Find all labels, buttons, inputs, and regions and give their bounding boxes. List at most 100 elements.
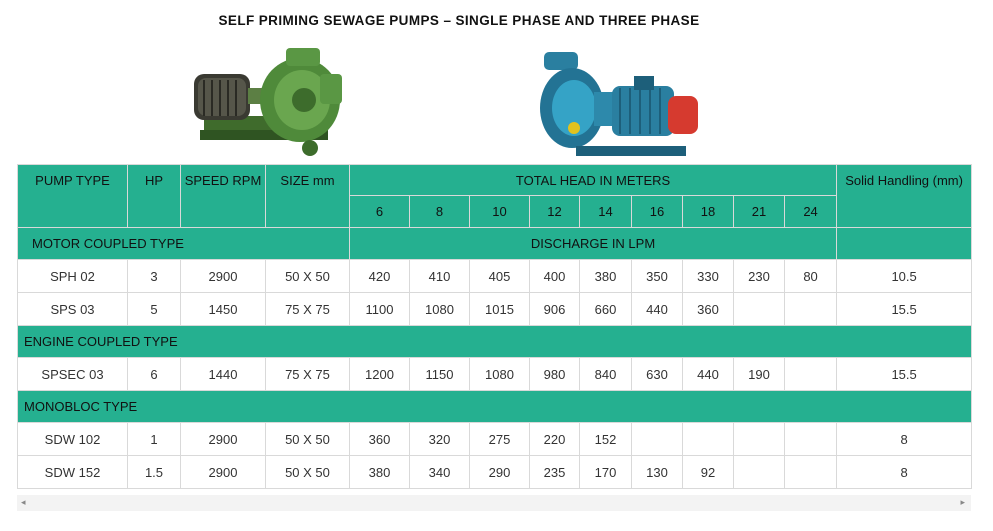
header-solid-handling: Solid Handling (mm) bbox=[836, 164, 973, 228]
cell-hp: 1.5 bbox=[127, 455, 181, 489]
cell-hp: 5 bbox=[127, 292, 181, 326]
cell-size: 50 X 50 bbox=[265, 455, 350, 489]
table-row: SPSEC 03 6 1440 75 X 75 1200 1150 1080 980 840 63… bbox=[17, 357, 973, 391]
header-speed: SPEED RPM bbox=[180, 164, 266, 228]
cell-solid-handling: 8 bbox=[836, 422, 973, 456]
cell-discharge: 330 bbox=[682, 259, 734, 293]
section-row: MOTOR COUPLED TYPE DISCHARGE IN LPM bbox=[17, 227, 973, 260]
cell-discharge: 380 bbox=[349, 455, 410, 489]
cell-discharge bbox=[733, 422, 785, 456]
page-title: SELF PRIMING SEWAGE PUMPS – SINGLE PHASE… bbox=[218, 13, 700, 28]
cell-discharge bbox=[733, 292, 785, 326]
cell-discharge bbox=[783, 422, 838, 456]
header-head-value: 10 bbox=[469, 195, 530, 228]
cell-discharge bbox=[682, 422, 734, 456]
cell-discharge: 1200 bbox=[349, 357, 410, 391]
header-size: SIZE mm bbox=[265, 164, 350, 228]
scroll-left-icon[interactable]: ◂ bbox=[21, 497, 26, 507]
cell-size: 50 X 50 bbox=[265, 259, 350, 293]
table-row: SDW 152 1.5 2900 50 X 50 380 340 290 235 170 130 9… bbox=[17, 455, 973, 489]
cell-speed: 1440 bbox=[180, 357, 266, 391]
header-total-head: TOTAL HEAD IN METERS bbox=[348, 164, 838, 196]
horizontal-scrollbar[interactable]: ◂ ▸ bbox=[17, 495, 971, 511]
section-title: MOTOR COUPLED TYPE bbox=[17, 227, 350, 260]
cell-discharge: 1080 bbox=[469, 357, 530, 391]
cell-discharge bbox=[631, 422, 683, 456]
cell-solid-handling: 15.5 bbox=[836, 357, 973, 391]
cell-solid-handling: 10.5 bbox=[836, 259, 973, 293]
section-title: MONOBLOC TYPE bbox=[16, 390, 973, 423]
cell-discharge: 190 bbox=[733, 357, 785, 391]
cell-discharge: 1015 bbox=[469, 292, 530, 326]
cell-discharge: 320 bbox=[409, 422, 470, 456]
cell-solid-handling: 8 bbox=[836, 455, 973, 489]
cell-discharge bbox=[733, 455, 785, 489]
cell-pump-type: SPH 02 bbox=[17, 259, 128, 293]
cell-discharge: 130 bbox=[631, 455, 683, 489]
cell-discharge: 400 bbox=[529, 259, 580, 293]
cell-discharge: 1150 bbox=[409, 357, 470, 391]
cell-hp: 3 bbox=[127, 259, 181, 293]
cell-speed: 2900 bbox=[180, 259, 266, 293]
header-head-value: 21 bbox=[733, 195, 785, 228]
cell-pump-type: SDW 102 bbox=[17, 422, 128, 456]
cell-speed: 1450 bbox=[180, 292, 266, 326]
cell-discharge: 410 bbox=[409, 259, 470, 293]
cell-speed: 2900 bbox=[180, 455, 266, 489]
cell-hp: 1 bbox=[127, 422, 181, 456]
header-head-value: 8 bbox=[409, 195, 470, 228]
section-title: ENGINE COUPLED TYPE bbox=[16, 325, 973, 358]
cell-discharge: 80 bbox=[783, 259, 838, 293]
cell-discharge: 170 bbox=[579, 455, 632, 489]
cell-discharge: 152 bbox=[579, 422, 632, 456]
cell-discharge: 420 bbox=[349, 259, 410, 293]
cell-discharge: 440 bbox=[682, 357, 734, 391]
motor-coupled-pump-image bbox=[194, 48, 342, 156]
cell-pump-type: SDW 152 bbox=[17, 455, 128, 489]
cell-discharge: 350 bbox=[631, 259, 683, 293]
cell-discharge: 275 bbox=[469, 422, 530, 456]
cell-discharge: 660 bbox=[579, 292, 632, 326]
cell-discharge: 980 bbox=[529, 357, 580, 391]
header-head-value: 24 bbox=[783, 195, 838, 228]
table-row: SDW 102 1 2900 50 X 50 360 320 275 220 152 8 bbox=[17, 422, 973, 456]
discharge-label: DISCHARGE IN LPM bbox=[348, 227, 838, 260]
cell-discharge: 290 bbox=[469, 455, 530, 489]
cell-discharge: 92 bbox=[682, 455, 734, 489]
monobloc-pump-image bbox=[540, 52, 698, 156]
cell-discharge: 906 bbox=[529, 292, 580, 326]
header-head-value: 16 bbox=[631, 195, 683, 228]
cell-discharge: 630 bbox=[631, 357, 683, 391]
cell-size: 75 X 75 bbox=[265, 292, 350, 326]
header-head-value: 18 bbox=[682, 195, 734, 228]
cell-discharge: 840 bbox=[579, 357, 632, 391]
cell-discharge: 220 bbox=[529, 422, 580, 456]
head-values-row: 6 8 10 12 14 16 18 21 24 bbox=[18, 195, 972, 228]
header-head-value: 14 bbox=[579, 195, 632, 228]
cell-discharge: 230 bbox=[733, 259, 785, 293]
pump-spec-table: PUMP TYPE HP SPEED RPM SIZE mm TOTAL HEA… bbox=[16, 164, 973, 489]
cell-discharge: 1080 bbox=[409, 292, 470, 326]
cell-discharge bbox=[783, 292, 838, 326]
cell-discharge: 440 bbox=[631, 292, 683, 326]
cell-discharge: 340 bbox=[409, 455, 470, 489]
section-row: MONOBLOC TYPE bbox=[16, 390, 973, 423]
cell-discharge: 405 bbox=[469, 259, 530, 293]
section-row: ENGINE COUPLED TYPE bbox=[16, 325, 973, 358]
cell-speed: 2900 bbox=[180, 422, 266, 456]
table-row: SPH 02 3 2900 50 X 50 420 410 405 400 380 350 330 2… bbox=[17, 259, 973, 293]
header-hp: HP bbox=[127, 164, 181, 228]
scroll-right-icon[interactable]: ▸ bbox=[960, 497, 965, 507]
cell-discharge bbox=[783, 455, 838, 489]
cell-pump-type: SPS 03 bbox=[17, 292, 128, 326]
cell-solid-handling: 15.5 bbox=[836, 292, 973, 326]
cell-discharge: 235 bbox=[529, 455, 580, 489]
cell-size: 50 X 50 bbox=[265, 422, 350, 456]
section-spacer bbox=[836, 227, 973, 260]
cell-hp: 6 bbox=[127, 357, 181, 391]
header-head-value: 12 bbox=[529, 195, 580, 228]
cell-discharge: 360 bbox=[682, 292, 734, 326]
header-pump-type: PUMP TYPE bbox=[17, 164, 128, 228]
cell-discharge bbox=[783, 357, 838, 391]
cell-size: 75 X 75 bbox=[265, 357, 350, 391]
